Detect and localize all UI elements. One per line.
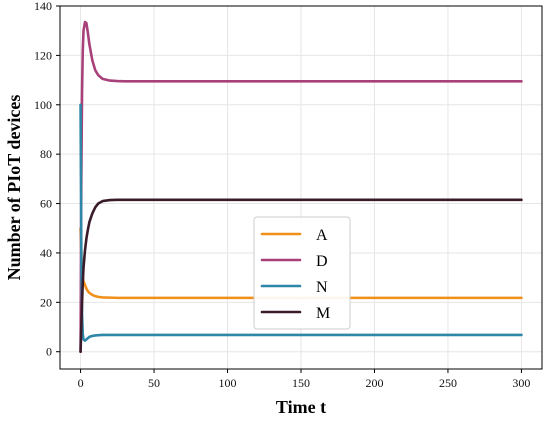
legend-label-a: A [316, 227, 328, 244]
legend-label-n: N [316, 279, 328, 296]
x-axis-ticks: 0 50 100 150 200 250 300 [78, 369, 530, 390]
x-tick-label: 0 [78, 376, 84, 390]
y-tick-label: 140 [34, 0, 52, 13]
x-tick-label: 300 [512, 376, 530, 390]
y-tick-label: 60 [40, 197, 52, 211]
x-axis-label: Time t [276, 397, 326, 417]
y-tick-label: 120 [34, 48, 52, 62]
x-tick-label: 50 [148, 376, 160, 390]
series-line-n [79, 103, 523, 342]
y-axis-ticks: 0 20 40 60 80 100 120 140 [34, 0, 60, 359]
series-lines [79, 20, 523, 354]
y-tick-label: 40 [40, 246, 52, 260]
y-tick-label: 100 [34, 98, 52, 112]
x-tick-label: 250 [439, 376, 457, 390]
series-line-m [79, 198, 523, 354]
legend-label-d: D [316, 253, 328, 270]
x-tick-label: 150 [292, 376, 310, 390]
y-tick-label: 20 [40, 295, 52, 309]
x-tick-label: 100 [219, 376, 237, 390]
series-line-d [79, 20, 523, 354]
legend-label-m: M [316, 305, 330, 322]
legend-box [253, 216, 351, 330]
y-tick-label: 80 [40, 147, 52, 161]
x-tick-label: 200 [365, 376, 383, 390]
y-tick-label: 0 [46, 345, 52, 359]
y-axis-label: Number of PIoT devices [4, 95, 24, 281]
